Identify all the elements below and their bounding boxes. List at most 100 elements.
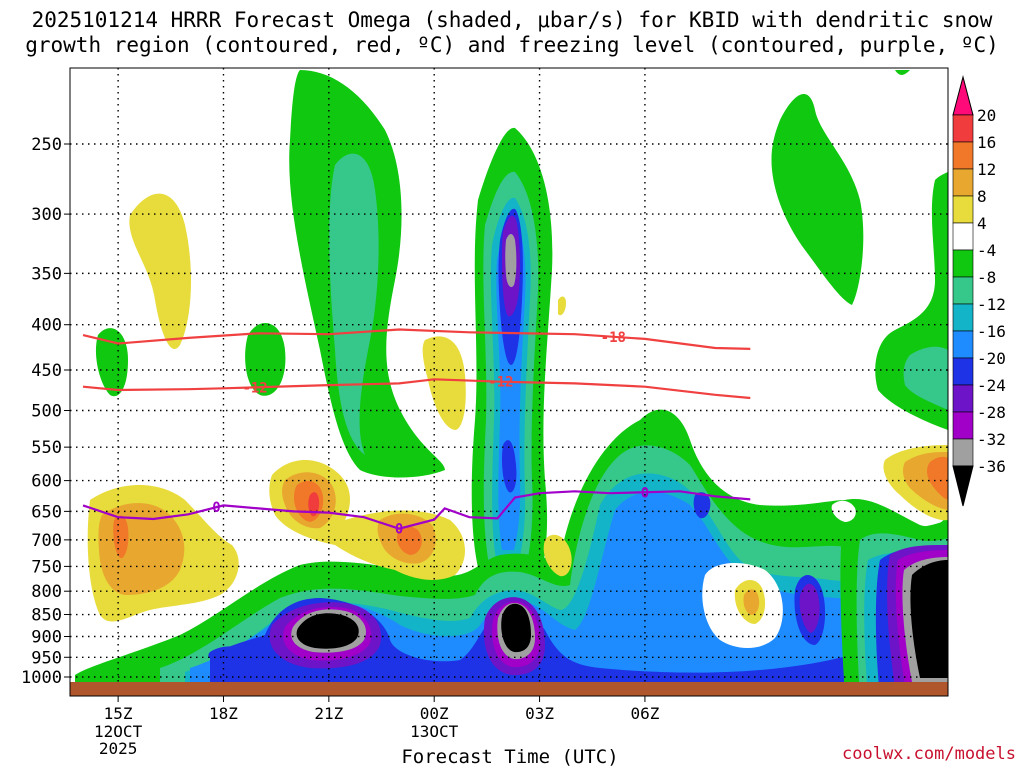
omega-negative-region — [501, 603, 531, 653]
colorbar-swatch — [952, 357, 974, 386]
omega-neutral-region — [831, 500, 856, 522]
contour-label: 0 — [212, 500, 220, 516]
contour-lines — [82, 328, 751, 530]
contour-freezing-level — [82, 490, 751, 530]
colorbar-swatch — [952, 438, 974, 467]
x-tick-label: 15Z — [104, 704, 133, 723]
y-tick-label: 800 — [31, 582, 62, 602]
x-tick-label: 06Z — [630, 704, 659, 723]
y-tick-label: 450 — [31, 361, 62, 381]
colorbar-label: -20 — [977, 349, 1006, 368]
colorbar-bottom-arrow — [952, 465, 974, 507]
omega-positive-region — [129, 193, 192, 349]
contour-label: -12 — [488, 375, 513, 391]
chart-title-line-1: 2025101214 HRRR Forecast Omega (shaded, … — [31, 8, 993, 32]
omega-positive-region — [927, 456, 948, 500]
x-axis-label: Forecast Time (UTC) — [401, 746, 619, 768]
omega-positive-region — [308, 492, 320, 517]
colorbar-label: -36 — [977, 457, 1006, 476]
omega-negative-region — [771, 93, 864, 306]
colorbar-label: 4 — [977, 214, 987, 233]
y-tick-label: 700 — [31, 531, 62, 551]
contour-labels: -18 -12 -12 0 0 0 — [212, 330, 649, 538]
y-axis: 2503003504004505005506006507007508008509… — [21, 135, 70, 688]
omega-negative-region — [501, 440, 517, 493]
ground-strip — [70, 682, 948, 696]
contour-label: -12 — [242, 380, 267, 396]
plot-frame — [69, 67, 949, 697]
omega-negative-region — [329, 153, 379, 455]
colorbar-label: -4 — [977, 241, 996, 260]
colorbar-top-arrow — [952, 75, 974, 116]
contour-label: 0 — [641, 485, 649, 501]
y-tick-label: 1000 — [21, 668, 62, 688]
colorbar-swatch — [952, 303, 974, 332]
colorbar-swatch — [952, 114, 974, 143]
colorbar-label: 16 — [977, 133, 996, 152]
y-tick-label: 400 — [31, 316, 62, 336]
y-tick-label: 350 — [31, 264, 62, 284]
colorbar-swatch — [952, 222, 974, 251]
omega-positive-region — [558, 296, 566, 316]
omega-positive-region — [397, 526, 422, 555]
omega-negative-region — [903, 346, 948, 410]
x-tick-label: 21Z — [314, 704, 343, 723]
colorbar-label: -32 — [977, 430, 1006, 449]
omega-negative-region — [95, 328, 128, 397]
credit-text: coolwx.com/models — [842, 744, 1016, 764]
y-tick-label: 500 — [31, 402, 62, 422]
y-tick-label: 250 — [31, 135, 62, 155]
omega-negative-region — [210, 598, 948, 696]
colorbar-swatch — [952, 195, 974, 224]
colorbar-label: 8 — [977, 187, 987, 206]
colorbar-swatch — [952, 384, 974, 413]
colorbar-label: -12 — [977, 295, 1006, 314]
y-tick-label: 900 — [31, 627, 62, 647]
contour-label: -18 — [601, 330, 626, 346]
x-tick-year: 2025 — [99, 739, 138, 758]
omega-negative-region — [505, 234, 517, 288]
colorbar-label: -24 — [977, 376, 1006, 395]
y-tick-label: 850 — [31, 606, 62, 626]
colorbar-swatch — [952, 141, 974, 170]
colorbar-swatch — [952, 276, 974, 305]
colorbar-label: -28 — [977, 403, 1006, 422]
contour-dgz-top — [82, 328, 751, 350]
omega-positive-region — [113, 515, 129, 559]
colorbar-label: 20 — [977, 106, 996, 125]
y-tick-label: 650 — [31, 502, 62, 522]
omega-positive-region — [422, 336, 466, 430]
y-tick-label: 750 — [31, 557, 62, 577]
omega-negative-region — [208, 646, 246, 664]
omega-negative-region — [799, 583, 820, 633]
y-tick-label: 950 — [31, 648, 62, 668]
colorbar-label: -16 — [977, 322, 1006, 341]
colorbar-swatch — [952, 168, 974, 197]
contour-dgz-bottom — [82, 378, 751, 400]
colorbar-swatch — [952, 411, 974, 440]
x-tick-label: 00Z — [420, 704, 449, 723]
x-tick-date: 12OCT — [94, 722, 143, 741]
x-tick-label: 18Z — [209, 704, 238, 723]
contour-label: 0 — [395, 522, 403, 538]
colorbar: 20 16 12 8 4 -4 -8 -12 -16 -20 -24 -28 -32 -36 — [952, 75, 1006, 507]
omega-negative-region — [296, 613, 359, 649]
x-tick-label: 03Z — [525, 704, 554, 723]
y-tick-label: 300 — [31, 205, 62, 225]
x-tick-date: 13OCT — [410, 722, 459, 741]
colorbar-swatch — [952, 249, 974, 278]
y-tick-label: 550 — [31, 438, 62, 458]
grid — [70, 68, 948, 696]
chart-title-line-2: growth region (contoured, red, ºC) and f… — [25, 33, 999, 57]
omega-shading — [75, 70, 948, 696]
omega-negative-region — [895, 70, 910, 75]
y-tick-label: 600 — [31, 472, 62, 492]
omega-negative-region — [910, 560, 948, 678]
omega-positive-region — [743, 589, 760, 615]
omega-negative-region — [245, 323, 286, 396]
colorbar-label: 12 — [977, 160, 996, 179]
colorbar-label: -8 — [977, 268, 996, 287]
colorbar-swatch — [952, 330, 974, 359]
